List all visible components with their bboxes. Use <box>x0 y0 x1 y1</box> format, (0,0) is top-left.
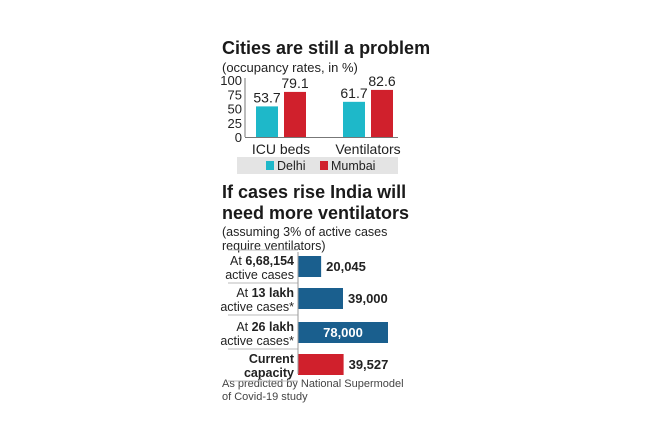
y-tick-label: 100 <box>220 73 242 88</box>
row-label-prefix: At <box>230 254 245 268</box>
y-tick-label: 50 <box>228 102 242 117</box>
legend-swatch-mumbai <box>320 161 328 170</box>
row-label-line1: Current <box>249 352 295 366</box>
row-label-prefix: At <box>236 286 251 300</box>
bar-delhi <box>343 101 365 137</box>
y-tick-label: 75 <box>228 87 242 102</box>
hbar-value-label: 20,045 <box>326 259 366 274</box>
chart2-note: As predicted by National Supermodel of C… <box>222 378 404 403</box>
y-tick-label: 25 <box>228 116 242 131</box>
legend-label-delhi: Delhi <box>277 159 306 173</box>
row-label-line1: At 26 lakh <box>236 320 294 334</box>
bar-mumbai <box>284 91 306 137</box>
hbar <box>298 288 343 309</box>
hbar <box>298 322 388 343</box>
row-label-line2: active cases* <box>220 334 294 348</box>
bar-mumbai <box>371 89 393 137</box>
hbar <box>298 256 322 277</box>
x-category-label: ICU beds <box>252 141 310 157</box>
row-label-line2: active cases* <box>220 300 294 314</box>
row-label-bold: 13 lakh <box>252 286 294 300</box>
legend-swatch-delhi <box>266 161 274 170</box>
y-tick-label: 0 <box>235 130 242 145</box>
legend-label-mumbai: Mumbai <box>331 159 375 173</box>
chart1-title: Cities are still a problem <box>222 38 431 58</box>
bar-delhi <box>256 106 278 137</box>
bar-value-label: 61.7 <box>340 85 367 101</box>
row-label-line2: capacity <box>244 366 294 380</box>
legend-box <box>237 157 398 174</box>
x-category-label: Ventilators <box>335 141 400 157</box>
row-label-line1: At 13 lakh <box>236 286 294 300</box>
row-label-line1: At 6,68,154 <box>230 254 294 268</box>
hbar-value-label: 78,000 <box>323 325 363 340</box>
row-label-bold: Current <box>249 352 295 366</box>
row-label-line2: active cases <box>225 268 294 282</box>
hbar-value-label: 39,000 <box>348 291 388 306</box>
bar-value-label: 53.7 <box>253 89 280 105</box>
chart2-title: If cases rise India will need more venti… <box>222 182 410 223</box>
hbar <box>298 354 344 375</box>
hbar-value-label: 39,527 <box>349 357 389 372</box>
chart1-subtitle: (occupancy rates, in %) <box>222 60 358 75</box>
bar-value-label: 79.1 <box>281 75 308 91</box>
row-label-bold: 6,68,154 <box>245 254 294 268</box>
row-label-bold: 26 lakh <box>252 320 294 334</box>
row-label-prefix: At <box>236 320 251 334</box>
bar-value-label: 82.6 <box>368 73 395 89</box>
